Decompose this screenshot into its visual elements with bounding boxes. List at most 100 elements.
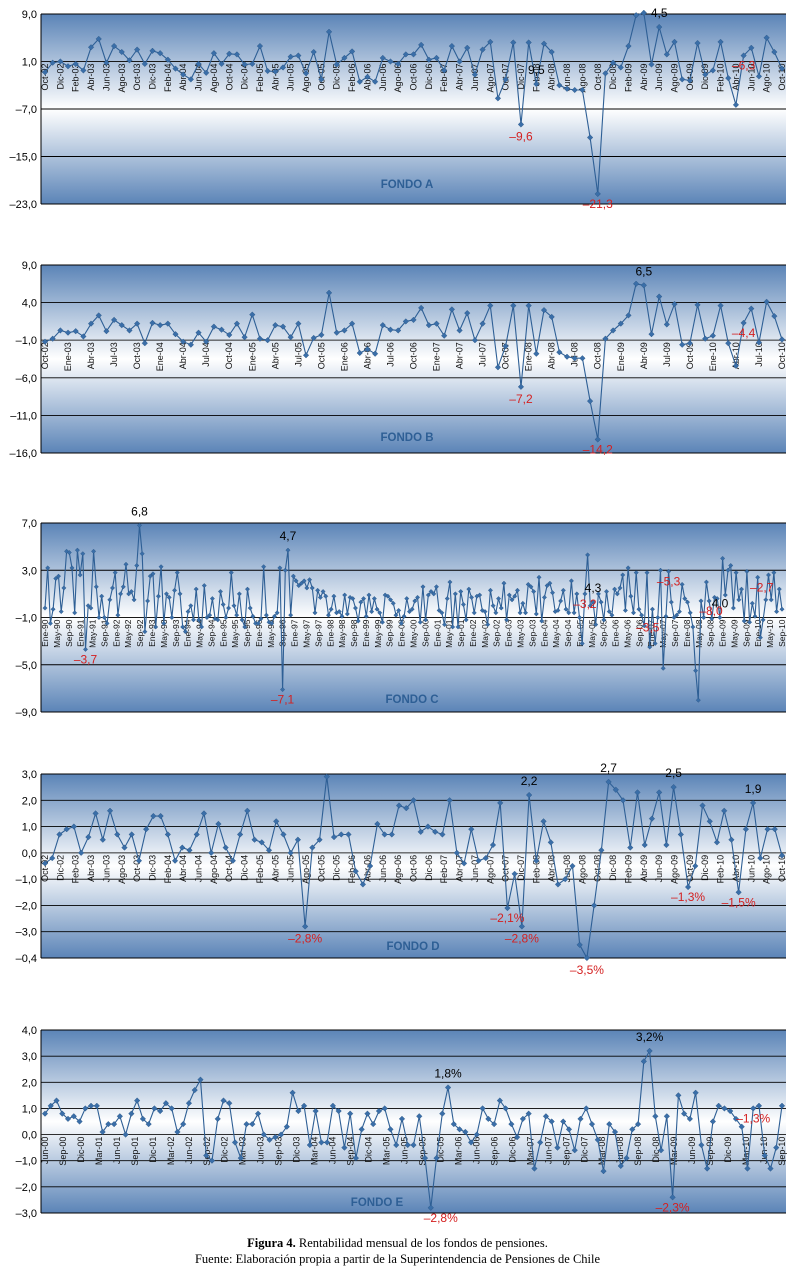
x-tick-label: Mar-02 <box>166 1137 176 1166</box>
data-point <box>631 610 637 616</box>
data-point <box>548 48 555 56</box>
data-point <box>736 597 742 603</box>
data-point <box>554 1144 561 1151</box>
data-point <box>433 320 440 327</box>
x-tick-label: Sep-07 <box>670 619 680 647</box>
data-point <box>350 596 356 602</box>
x-tick-label: Ene-07 <box>432 342 442 371</box>
data-point <box>387 58 394 65</box>
x-tick-label: Sep-91 <box>99 619 109 647</box>
data-point <box>208 1157 216 1164</box>
value-annotation: –3,5 <box>636 621 660 635</box>
data-point <box>504 617 510 623</box>
data-point <box>264 337 271 344</box>
x-tick-label: Ene-92 <box>111 619 121 647</box>
data-point <box>506 592 512 598</box>
data-point <box>479 46 486 53</box>
data-point <box>266 619 272 625</box>
value-annotation: –21,3 <box>583 197 613 211</box>
data-point <box>287 334 294 341</box>
data-point <box>155 593 161 599</box>
y-tick-label: –5,0 <box>16 660 37 672</box>
data-point <box>579 641 585 646</box>
data-point <box>666 568 672 574</box>
data-point <box>533 611 539 617</box>
data-point <box>147 573 153 579</box>
data-point <box>671 38 678 45</box>
data-point <box>518 923 525 930</box>
data-point <box>593 622 599 628</box>
data-point <box>620 572 626 578</box>
data-point <box>563 353 571 360</box>
data-point <box>456 1126 463 1133</box>
x-tick-label: Ene-06 <box>611 619 621 647</box>
data-point <box>583 1105 590 1112</box>
data-point <box>195 60 202 67</box>
data-point <box>755 339 763 346</box>
data-point <box>778 1102 786 1109</box>
data-point <box>328 606 334 612</box>
data-point <box>210 323 217 330</box>
fund-panel-5: 4,0 3,0 2,0 1,0 0,0 –1,0 –2,0 –3,0 Jun-00 Sep-00 D… <box>16 1025 787 1225</box>
x-tick-label: Jun-09 <box>654 64 664 92</box>
data-point <box>439 1110 446 1117</box>
data-point <box>295 1107 302 1115</box>
data-point <box>388 597 394 603</box>
data-point <box>256 42 264 50</box>
data-point <box>294 836 301 843</box>
data-point <box>85 603 91 609</box>
data-point <box>526 791 533 799</box>
data-point <box>402 318 409 325</box>
x-tick-label: Jun-07 <box>543 1137 553 1165</box>
data-point <box>250 613 256 619</box>
data-point <box>87 1102 95 1109</box>
x-tick-label: Oct-05 <box>316 855 326 882</box>
data-point <box>685 599 690 605</box>
data-point <box>80 551 86 557</box>
x-tick-label: May-94 <box>195 619 205 648</box>
x-tick-label: Ene-08 <box>524 342 534 371</box>
data-point <box>180 624 186 630</box>
data-point <box>171 857 179 864</box>
value-annotation: –3,2 <box>573 597 597 611</box>
data-point <box>730 605 736 611</box>
x-tick-label: Abr-03 <box>86 855 96 882</box>
x-tick-label: Feb-08 <box>531 855 541 884</box>
x-tick-label: May-07 <box>658 619 668 648</box>
data-point <box>525 581 531 587</box>
data-point <box>318 76 325 83</box>
data-point <box>744 1165 751 1172</box>
data-point <box>347 594 353 600</box>
value-annotation: –2,8% <box>424 1211 458 1225</box>
data-point <box>226 1100 233 1107</box>
data-point <box>157 812 164 820</box>
x-tick-label: Ago-05 <box>301 855 311 884</box>
data-point <box>87 44 95 51</box>
data-point <box>763 298 770 305</box>
x-tick-label: Abr-10 <box>731 855 741 882</box>
data-point <box>441 332 448 339</box>
data-point <box>525 302 532 309</box>
x-tick-label: Sep-96 <box>278 619 288 647</box>
data-point <box>355 618 361 624</box>
data-point <box>555 607 561 613</box>
data-point <box>333 329 340 336</box>
x-tick-label: Oct-05 <box>316 342 326 369</box>
data-point <box>602 335 609 342</box>
data-point <box>523 610 529 616</box>
data-point <box>579 86 586 94</box>
x-tick-label: Ago-04 <box>209 64 219 93</box>
data-point <box>692 862 699 870</box>
value-annotation: 1,9 <box>745 782 762 796</box>
x-tick-label: Oct-02 <box>40 342 50 369</box>
data-point <box>295 52 302 59</box>
data-point <box>126 327 133 334</box>
value-annotation: 1,8% <box>434 1067 462 1081</box>
data-point <box>771 826 778 833</box>
x-tick-label: Feb-03 <box>71 855 81 884</box>
x-tick-label: Dic-02 <box>220 1137 230 1163</box>
data-point <box>310 334 317 342</box>
x-tick-label: Ene-02 <box>468 619 478 647</box>
data-point <box>41 1110 49 1117</box>
data-point <box>356 349 363 357</box>
